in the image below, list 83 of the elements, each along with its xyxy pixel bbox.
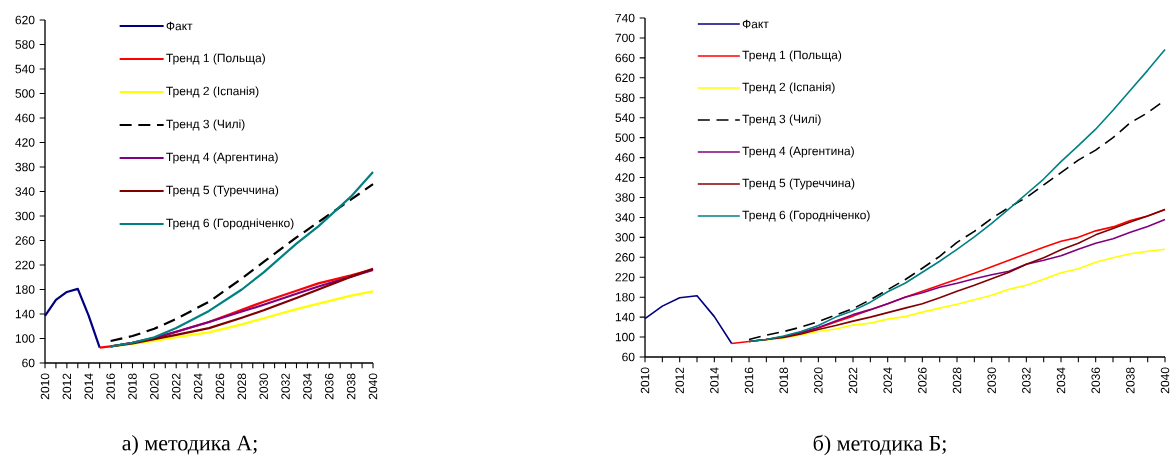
- text: а) методика А;: [122, 435, 257, 455]
- x-tick-label: 2036: [325, 373, 334, 400]
- y-tick-label: 700: [615, 33, 635, 43]
- legend-label: Тренд 1 (Польща): [166, 53, 265, 65]
- y-tick-label: 220: [615, 272, 635, 282]
- y-tick-label: 140: [15, 309, 35, 319]
- y-tick-label: 260: [15, 236, 35, 245]
- y-tick-label: 60: [622, 352, 635, 362]
- x-tick-label: 2018: [128, 373, 137, 400]
- x-tick-label: 2026: [215, 373, 225, 400]
- y-tick-label: 580: [15, 40, 35, 49]
- y-tick-label: 220: [15, 260, 35, 270]
- x-tick-label: 2034: [1056, 367, 1066, 394]
- legend-label: Тренд 3 (Чилі): [166, 119, 245, 131]
- legend-label: Тренд 6 (Городніченко): [742, 210, 870, 222]
- x-tick-label: 2032: [1022, 367, 1031, 394]
- y-tick-label: 300: [15, 211, 35, 221]
- x-tick-label: 2030: [259, 373, 268, 400]
- x-tick-label: 2018: [779, 367, 788, 394]
- x-tick-label: 2010: [40, 373, 50, 400]
- legend-label: Тренд 4 (Аргентина): [166, 152, 278, 164]
- x-tick-label: 2016: [106, 373, 115, 400]
- y-tick-label: 580: [615, 93, 635, 103]
- legend-label: Тренд 4 (Аргентина): [742, 146, 854, 158]
- x-tick-label: 2040: [368, 373, 378, 400]
- y-tick-label: 500: [615, 133, 635, 142]
- x-tick-label: 2038: [1126, 367, 1135, 394]
- x-tick-label: 2020: [814, 367, 823, 394]
- legend-label: Тренд 2 (Іспанія): [742, 82, 835, 94]
- x-tick-label: 2014: [84, 373, 93, 400]
- x-tick-label: 2030: [987, 367, 996, 394]
- y-tick-label: 260: [615, 253, 635, 262]
- y-tick-label: 460: [615, 153, 635, 162]
- line-series: [43, 287, 101, 349]
- x-tick-label: 2038: [346, 373, 356, 400]
- y-tick-label: 340: [615, 213, 635, 222]
- x-tick-label: 2016: [744, 367, 754, 394]
- line-series: [644, 294, 733, 345]
- x-tick-label: 2024: [193, 373, 203, 400]
- x-tick-label: 2014: [710, 367, 719, 394]
- y-tick-label: 660: [615, 53, 635, 63]
- x-tick-label: 2028: [952, 367, 962, 394]
- y-tick-label: 620: [615, 73, 635, 83]
- y-tick-label: 100: [615, 332, 635, 342]
- x-tick-label: 2024: [883, 367, 892, 394]
- y-tick-label: 60: [22, 358, 35, 368]
- y-tick-label: 420: [15, 138, 35, 147]
- legend-label: Тренд 3 (Чилі): [742, 114, 821, 126]
- x-tick-label: 2020: [150, 373, 159, 400]
- y-tick-label: 140: [615, 312, 635, 322]
- legend-label: Тренд 1 (Польща): [742, 50, 842, 62]
- x-tick-label: 2010: [640, 367, 650, 394]
- y-tick-label: 180: [615, 292, 635, 302]
- y-tick-label: 460: [15, 113, 35, 123]
- legend-label: Факт: [742, 19, 769, 29]
- y-tick-label: 380: [615, 193, 635, 202]
- x-tick-label: 2032: [281, 373, 290, 400]
- y-tick-label: 420: [615, 173, 635, 182]
- y-tick-label: 540: [15, 64, 35, 74]
- y-tick-label: 500: [15, 89, 35, 98]
- y-tick-label: 380: [15, 162, 35, 172]
- x-tick-label: 2022: [171, 373, 181, 400]
- x-tick-label: 2028: [237, 373, 247, 400]
- x-tick-label: 2040: [1160, 367, 1170, 394]
- y-tick-label: 340: [15, 187, 35, 196]
- legend-label: Тренд 2 (Іспанія): [166, 86, 259, 98]
- legend-label: Тренд 5 (Туреччина): [166, 185, 279, 197]
- legend-label: Тренд 5 (Туреччина): [742, 178, 855, 190]
- x-tick-label: 2012: [62, 373, 72, 400]
- legend-label: Тренд 6 (Городніченко): [166, 218, 294, 230]
- y-tick-label: 540: [615, 113, 635, 122]
- text: б) методика Б;: [813, 434, 946, 456]
- y-tick-label: 300: [615, 233, 635, 242]
- y-tick-label: 180: [15, 285, 35, 294]
- x-tick-label: 2012: [675, 367, 684, 394]
- y-tick-label: 100: [15, 334, 35, 343]
- x-tick-label: 2034: [303, 373, 312, 400]
- y-tick-label: 740: [615, 13, 635, 23]
- x-tick-label: 2036: [1091, 367, 1100, 394]
- x-tick-label: 2026: [918, 367, 927, 394]
- x-tick-label: 2022: [848, 367, 858, 394]
- y-tick-label: 620: [15, 15, 35, 25]
- legend-label: Факт: [166, 21, 193, 31]
